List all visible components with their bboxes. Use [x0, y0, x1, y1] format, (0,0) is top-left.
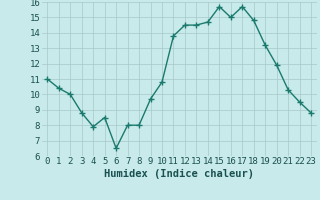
X-axis label: Humidex (Indice chaleur): Humidex (Indice chaleur) — [104, 169, 254, 179]
